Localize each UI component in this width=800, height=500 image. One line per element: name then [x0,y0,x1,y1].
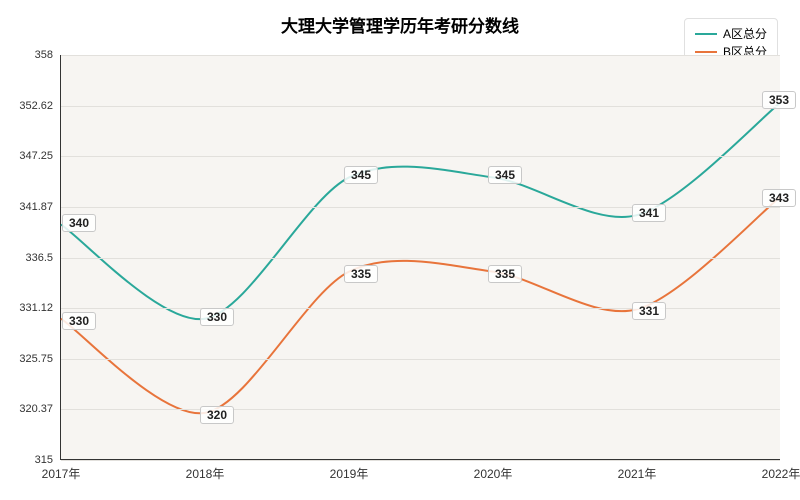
gridline [61,359,780,360]
data-label: 335 [344,265,378,283]
data-label: 330 [62,312,96,330]
data-label: 340 [62,214,96,232]
data-label: 345 [488,166,522,184]
y-tick-label: 336.5 [25,252,53,264]
chart-title: 大理大学管理学历年考研分数线 [0,12,800,37]
gridline [61,308,780,309]
x-tick-label: 2020年 [474,465,513,482]
y-tick-label: 352.62 [19,100,53,112]
x-tick-label: 2017年 [42,465,81,482]
y-tick-label: 325.75 [19,353,53,365]
y-tick-label: 331.12 [19,302,53,314]
gridline [61,156,780,157]
gridline [61,55,780,56]
x-tick-label: 2021年 [618,465,657,482]
data-label: 330 [200,308,234,326]
y-tick-label: 358 [35,49,53,61]
data-label: 341 [632,204,666,222]
legend-item: A区总分 [695,25,767,43]
data-label: 331 [632,302,666,320]
data-label: 320 [200,406,234,424]
gridline [61,207,780,208]
y-tick-label: 347.25 [19,150,53,162]
y-tick-label: 320.37 [19,403,53,415]
data-label: 335 [488,265,522,283]
data-label: 345 [344,166,378,184]
legend-label: A区总分 [723,25,767,43]
data-label: 343 [762,189,796,207]
series-line [61,102,781,319]
series-line [61,196,781,413]
legend-swatch-a [695,33,717,35]
x-tick-label: 2022年 [762,465,800,482]
plot-area: 315320.37325.75331.12336.5341.87347.2535… [60,55,780,460]
y-tick-label: 341.87 [19,201,53,213]
chart-container: 大理大学管理学历年考研分数线 A区总分 B区总分 315320.37325.75… [0,0,800,500]
legend-swatch-b [695,51,717,53]
gridline [61,460,780,461]
data-label: 353 [762,91,796,109]
gridline [61,258,780,259]
x-tick-label: 2018年 [186,465,225,482]
gridline [61,106,780,107]
gridline [61,409,780,410]
x-tick-label: 2019年 [330,465,369,482]
